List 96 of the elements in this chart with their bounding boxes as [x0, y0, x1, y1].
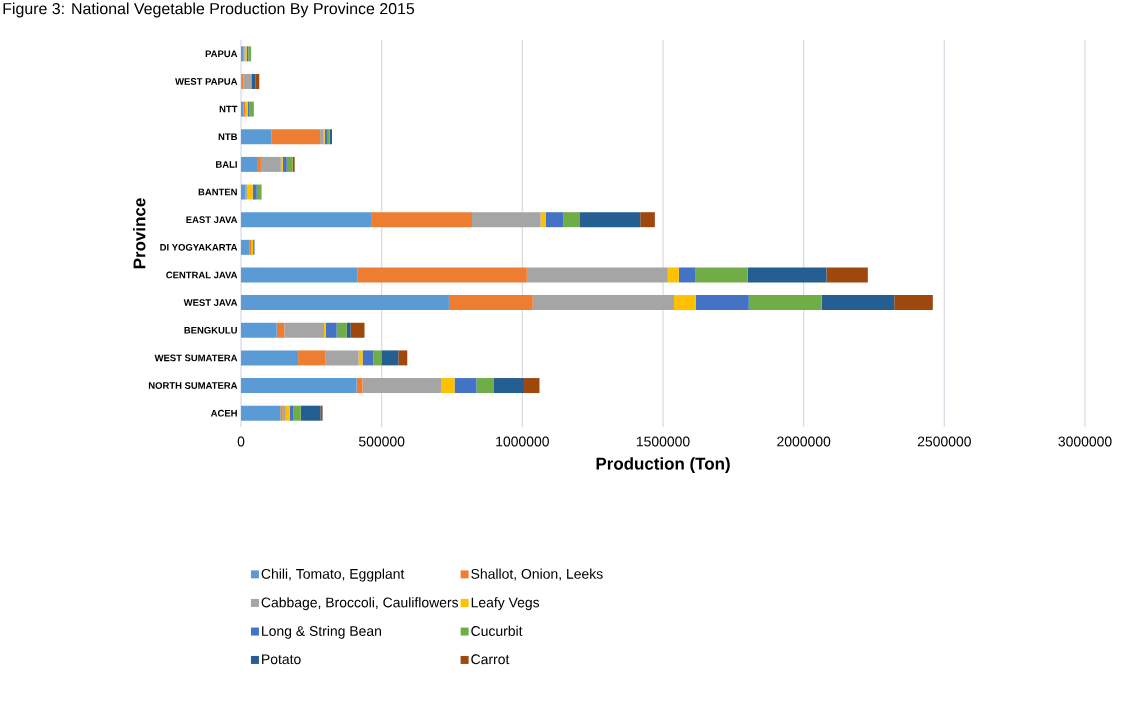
legend-label: Cucurbit	[471, 625, 523, 636]
bar	[398, 350, 408, 366]
bar	[894, 295, 933, 311]
bar	[826, 267, 868, 283]
bar	[371, 212, 472, 228]
bar	[286, 156, 293, 172]
bar	[493, 378, 525, 394]
y-tick-label: BALI	[216, 161, 237, 168]
bar	[346, 322, 351, 338]
y-tick-label: EAST JAVA	[186, 216, 238, 224]
bar	[325, 350, 359, 366]
y-tick-label: WEST PAPUA	[175, 78, 238, 85]
chart-title: Figure 3: National Vegetable Production By Province 2015	[3, 2, 415, 18]
bar	[241, 405, 281, 421]
bar	[241, 212, 372, 228]
y-tick-label: WEST SUMATERA	[154, 354, 238, 362]
bar	[695, 267, 748, 283]
bar	[526, 267, 668, 283]
bar	[540, 212, 546, 228]
bar	[241, 322, 277, 338]
bar	[476, 378, 494, 394]
bar	[821, 295, 895, 311]
bar	[241, 295, 449, 311]
y-tick-label: ACEH	[210, 409, 237, 417]
bar	[241, 129, 272, 145]
bar	[241, 378, 357, 394]
bar	[241, 239, 250, 255]
bar	[350, 322, 365, 338]
bar	[678, 267, 696, 283]
legend-label: Potato	[262, 654, 301, 665]
legend-label: Carrot	[471, 654, 510, 665]
bar	[448, 295, 533, 311]
bar	[748, 295, 822, 311]
y-tick-label: PAPUA	[205, 50, 238, 58]
bar	[336, 322, 347, 338]
y-tick-label: WEST JAVA	[183, 299, 238, 306]
y-tick-label: NTT	[219, 105, 238, 113]
bar	[241, 350, 299, 366]
y-tick-label: CENTRAL JAVA	[166, 271, 238, 279]
bar	[251, 73, 256, 89]
bar	[673, 295, 696, 311]
y-axis-title: Province	[133, 198, 146, 269]
bar	[580, 212, 641, 228]
legend-label: Shallot, Onion, Leeks	[471, 568, 603, 581]
legend-label: Long & String Bean	[262, 625, 381, 639]
bar	[325, 322, 337, 338]
bar	[362, 350, 374, 366]
x-tick-label: 500000	[358, 436, 405, 447]
x-tick-label: 3000000	[1058, 436, 1112, 447]
bar	[260, 156, 281, 172]
bar	[298, 350, 326, 366]
x-tick-label: 1000000	[496, 436, 549, 447]
bar	[300, 405, 321, 421]
x-tick-label: 1500000	[636, 436, 690, 447]
bar	[454, 378, 477, 394]
bar	[252, 184, 257, 200]
bar	[285, 405, 290, 421]
bar	[441, 378, 455, 394]
y-tick-label: NTB	[218, 133, 238, 141]
y-tick-label: NORTH SUMATERA	[148, 382, 238, 389]
legend-label: Chili, Tomato, Eggplant	[261, 568, 405, 582]
bar	[257, 156, 261, 172]
bar	[241, 267, 358, 283]
bar	[532, 295, 674, 311]
bar	[271, 129, 321, 145]
bar	[241, 156, 258, 172]
bar	[256, 184, 262, 200]
bar	[293, 405, 301, 421]
legend-label: Cabbage, Broccoli, Cauliflowers	[261, 597, 459, 611]
bar	[358, 350, 363, 366]
bar	[282, 156, 287, 172]
bar	[362, 378, 442, 394]
bar	[640, 212, 655, 228]
x-tick-label: 0	[237, 436, 245, 447]
bar	[357, 267, 527, 283]
bar	[695, 295, 749, 311]
legend-label: Leafy Vegs	[471, 597, 540, 611]
bar	[276, 322, 285, 338]
bar	[249, 101, 254, 117]
y-tick-label: BANTEN	[198, 188, 237, 196]
bar	[356, 378, 363, 394]
bar	[381, 350, 399, 366]
bar	[471, 212, 541, 228]
bar	[545, 212, 564, 228]
bar	[667, 267, 679, 283]
bar	[246, 184, 253, 200]
x-axis-title: Production (Ton)	[596, 457, 730, 474]
bar	[284, 322, 324, 338]
y-tick-label: DI YOGYAKARTA	[160, 243, 238, 251]
bar	[524, 378, 540, 394]
bar	[289, 405, 294, 421]
bar	[747, 267, 827, 283]
bar	[563, 212, 581, 228]
x-tick-label: 2500000	[917, 436, 971, 447]
x-tick-label: 2000000	[777, 436, 831, 447]
y-tick-label: BENGKULU	[184, 326, 237, 334]
